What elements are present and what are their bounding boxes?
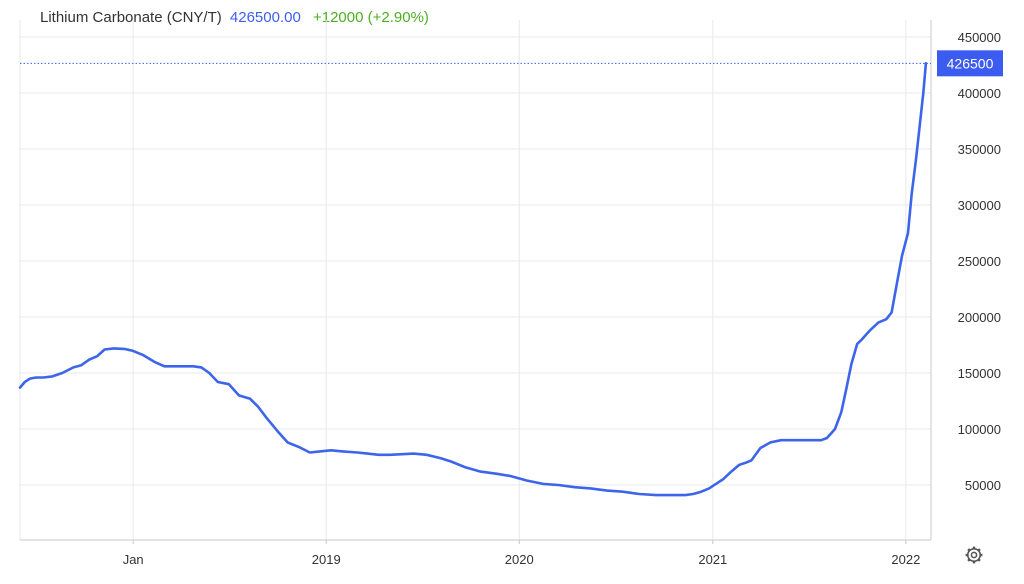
settings-gear-icon[interactable] <box>964 545 984 565</box>
last-value-group: 426500 <box>20 50 1003 77</box>
x-tick-label: Jan <box>123 552 144 567</box>
price-change: +12000 (+2.90%) <box>312 9 429 26</box>
current-price: 426500.00 <box>229 9 301 26</box>
y-tick-label: 350000 <box>958 142 1001 157</box>
last-value-label: 426500 <box>947 55 994 71</box>
y-tick-label: 50000 <box>965 478 1001 493</box>
series-line-group <box>18 62 928 497</box>
y-tick-label: 150000 <box>958 366 1001 381</box>
axes: 50000 100000 150000 200000 250000 300000 35000… <box>19 20 1001 567</box>
y-tick-label: 300000 <box>958 198 1001 213</box>
y-tick-label: 200000 <box>958 310 1001 325</box>
price-series-line <box>18 62 928 497</box>
x-tick-label: 2020 <box>505 552 534 567</box>
y-tick-label: 250000 <box>958 254 1001 269</box>
grid-lines <box>20 20 931 540</box>
x-tick-label: 2021 <box>698 552 727 567</box>
y-tick-label: 400000 <box>958 86 1001 101</box>
y-tick-label: 450000 <box>958 30 1001 45</box>
last-value-badge <box>937 50 1003 77</box>
x-tick-label: 2019 <box>312 552 341 567</box>
instrument-title: Lithium Carbonate (CNY/T) <box>40 9 222 26</box>
y-tick-label: 100000 <box>958 422 1001 437</box>
x-tick-label: 2022 <box>891 552 920 567</box>
chart-header: Lithium Carbonate (CNY/T) 426500.00 +120… <box>40 9 429 26</box>
